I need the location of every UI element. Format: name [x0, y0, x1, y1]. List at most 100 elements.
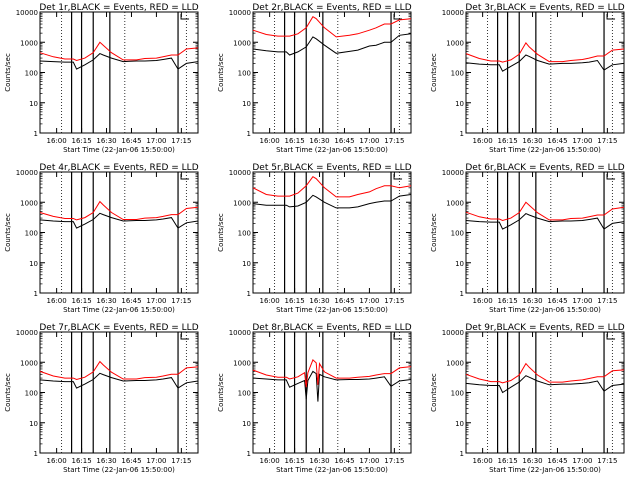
series-line	[252, 194, 412, 209]
x-tick-label: 16:00	[260, 457, 280, 465]
plot-frame	[252, 331, 412, 454]
y-tick-label: 10	[455, 260, 464, 268]
step-bracket	[606, 174, 616, 180]
series-line	[39, 212, 199, 229]
y-tick-label: 100	[238, 70, 251, 78]
x-tick-label: 17:00	[146, 137, 166, 145]
y-tick-label: 100	[238, 230, 251, 238]
x-tick-label: 16:15	[497, 457, 517, 465]
series-line	[39, 200, 199, 221]
plot-frame	[252, 11, 412, 134]
step-bracket	[180, 334, 190, 340]
x-axis-label: Start Time (22-Jan-06 15:50:00)	[63, 306, 175, 314]
series-line	[39, 41, 199, 62]
plot-frame	[252, 171, 412, 294]
chart-panel: Det 9r,BLACK = Events, RED = LLD 1 10 100 10…	[430, 323, 625, 474]
chart-panel: Det 4r,BLACK = Events, RED = LLD 1 10 100 10…	[4, 163, 199, 314]
plot-frame	[465, 331, 625, 454]
y-axis-label: Counts/sec	[217, 53, 225, 92]
series-line	[465, 213, 625, 230]
x-axis-label: Start Time (22-Jan-06 15:50:00)	[276, 146, 388, 154]
series-line	[465, 375, 625, 394]
y-axis-label: Counts/sec	[217, 373, 225, 412]
x-tick-label: 16:30	[522, 457, 542, 465]
x-tick-label: 16:45	[121, 457, 141, 465]
x-axis-label: Start Time (22-Jan-06 15:50:00)	[276, 466, 388, 474]
y-tick-label: 100	[25, 70, 38, 78]
y-tick-label: 1	[460, 450, 464, 458]
x-tick-label: 17:00	[359, 137, 379, 145]
y-tick-label: 10000	[442, 329, 464, 337]
y-tick-label: 10	[29, 260, 38, 268]
plot-frame	[39, 11, 199, 134]
series-line	[465, 362, 625, 384]
x-tick-label: 16:00	[260, 297, 280, 305]
y-tick-label: 10000	[229, 169, 251, 177]
y-tick-label: 1	[460, 290, 464, 298]
y-tick-label: 10	[29, 100, 38, 108]
x-tick-label: 16:15	[284, 297, 304, 305]
y-axis-label: Counts/sec	[430, 213, 438, 252]
chart-panel: Det 3r,BLACK = Events, RED = LLD 1 10 100 10…	[430, 3, 625, 154]
step-bracket	[393, 334, 403, 340]
series-line	[252, 33, 412, 56]
x-tick-label: 16:45	[547, 457, 567, 465]
y-tick-label: 100	[451, 230, 464, 238]
x-tick-label: 17:15	[384, 137, 404, 145]
x-tick-label: 17:15	[597, 297, 617, 305]
y-tick-label: 10000	[442, 9, 464, 17]
x-tick-label: 17:00	[146, 297, 166, 305]
chart-title: Det 9r,BLACK = Events, RED = LLD	[465, 323, 624, 333]
x-tick-label: 17:15	[384, 297, 404, 305]
y-tick-label: 10	[455, 420, 464, 428]
x-tick-label: 16:30	[96, 457, 116, 465]
x-tick-label: 17:15	[171, 297, 191, 305]
series-line	[465, 42, 625, 63]
chart-title: Det 2r,BLACK = Events, RED = LLD	[252, 3, 411, 13]
x-tick-label: 16:30	[309, 457, 329, 465]
y-tick-label: 1000	[446, 359, 464, 367]
y-axis-label: Counts/sec	[4, 53, 12, 92]
x-tick-label: 16:15	[497, 297, 517, 305]
y-tick-label: 1	[34, 290, 38, 298]
x-tick-label: 17:15	[597, 457, 617, 465]
x-tick-label: 16:30	[309, 297, 329, 305]
x-tick-label: 17:00	[146, 457, 166, 465]
x-axis-label: Start Time (22-Jan-06 15:50:00)	[489, 306, 601, 314]
y-tick-label: 1000	[20, 199, 38, 207]
x-tick-label: 17:00	[572, 457, 592, 465]
y-tick-label: 10000	[229, 329, 251, 337]
x-tick-label: 17:15	[597, 137, 617, 145]
chart-title: Det 3r,BLACK = Events, RED = LLD	[465, 3, 624, 13]
step-bracket	[606, 14, 616, 20]
y-tick-label: 100	[25, 390, 38, 398]
y-tick-label: 10000	[229, 9, 251, 17]
x-tick-label: 16:15	[284, 457, 304, 465]
chart-panel: Det 7r,BLACK = Events, RED = LLD 1 10 100 10…	[4, 323, 199, 474]
y-tick-label: 10000	[16, 329, 38, 337]
x-tick-label: 16:15	[71, 457, 91, 465]
y-tick-label: 1000	[446, 199, 464, 207]
chart-panel: Det 8r,BLACK = Events, RED = LLD 1 10 100 10…	[217, 323, 412, 474]
x-tick-label: 17:15	[171, 137, 191, 145]
plot-frame	[465, 11, 625, 134]
x-tick-label: 16:30	[96, 137, 116, 145]
x-tick-label: 16:15	[71, 137, 91, 145]
series-line	[39, 360, 199, 381]
series-line	[39, 372, 199, 389]
x-axis-label: Start Time (22-Jan-06 15:50:00)	[63, 146, 175, 154]
y-axis-label: Counts/sec	[4, 373, 12, 412]
x-tick-label: 16:45	[547, 297, 567, 305]
x-tick-label: 16:00	[47, 457, 67, 465]
x-tick-label: 16:15	[497, 137, 517, 145]
y-tick-label: 10000	[442, 169, 464, 177]
y-tick-label: 1	[34, 450, 38, 458]
chart-title: Det 1r,BLACK = Events, RED = LLD	[39, 3, 198, 13]
x-tick-label: 16:45	[547, 137, 567, 145]
x-tick-label: 17:15	[171, 457, 191, 465]
x-tick-label: 16:00	[473, 137, 493, 145]
y-tick-label: 1	[247, 130, 251, 138]
y-axis-label: Counts/sec	[430, 53, 438, 92]
chart-title: Det 6r,BLACK = Events, RED = LLD	[465, 163, 624, 173]
x-tick-label: 16:00	[260, 137, 280, 145]
